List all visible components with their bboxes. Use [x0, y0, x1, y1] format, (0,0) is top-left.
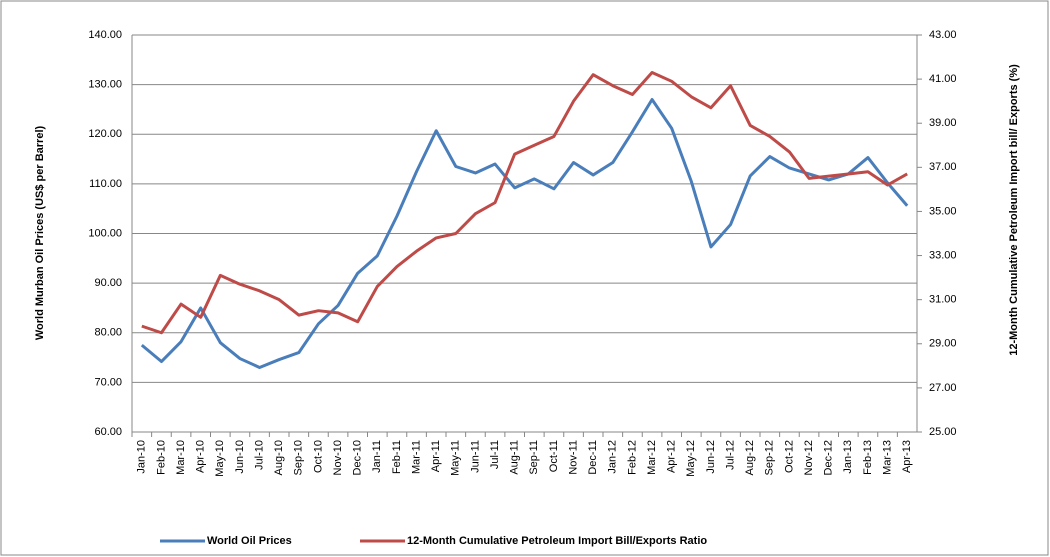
x-tick-label: Sep-11 [528, 440, 540, 475]
x-tick-label: Dec-10 [352, 440, 364, 475]
x-tick-label: Mar-12 [646, 440, 658, 475]
x-tick-label: Mar-13 [881, 440, 893, 475]
y2-tick-label: 35.00 [929, 205, 957, 217]
x-tick-label: Apr-12 [666, 440, 678, 473]
y-tick-label: 110.00 [89, 178, 122, 190]
x-tick-label: Mar-11 [410, 440, 422, 474]
x-tick-label: May-12 [685, 440, 697, 477]
y-tick-label: 90.00 [94, 277, 122, 289]
line-series [141, 70, 908, 335]
x-tick-label: Jan-13 [842, 440, 854, 474]
x-tick-label: Nov-10 [332, 440, 344, 475]
x-tick-label: Dec-11 [587, 440, 599, 475]
y-tick-label: 70.00 [94, 376, 122, 388]
x-tick-label: Jul-12 [724, 440, 736, 470]
legend-label: World Oil Prices [207, 535, 292, 547]
x-tick-label: Dec-12 [823, 440, 835, 475]
x-tick-label: Jun-12 [705, 440, 717, 474]
x-tick-label: Oct-12 [783, 440, 795, 473]
x-tick-label: Feb-11 [391, 440, 403, 474]
y-tick-label: 80.00 [94, 327, 122, 339]
y2-tick-label: 29.00 [929, 338, 957, 350]
x-tick-label: Apr-10 [195, 440, 207, 473]
x-tick-label: Jan-11 [371, 440, 383, 473]
x-tick-label: Jun-10 [234, 440, 246, 474]
y-tick-label: 140.00 [88, 29, 122, 41]
x-tick-label: Nov-11 [567, 440, 579, 475]
y2-tick-label: 39.00 [929, 117, 957, 129]
x-tick-label: Oct-11 [548, 440, 560, 472]
x-tick-label: Mar-10 [175, 440, 187, 475]
y2-tick-label: 37.00 [929, 161, 957, 173]
x-tick-label: Aug-11 [509, 440, 521, 475]
x-tick-label: Apr-13 [901, 440, 913, 473]
x-tick-label: May-11 [450, 440, 462, 476]
x-tick-label: Feb-12 [626, 440, 638, 475]
x-tick-label: Feb-10 [155, 440, 167, 475]
x-tick-label: Apr-11 [430, 440, 442, 472]
y-tick-label: 120.00 [88, 128, 122, 140]
y2-tick-label: 25.00 [929, 426, 957, 438]
legend-label: 12-Month Cumulative Petroleum Import Bil… [407, 535, 707, 547]
x-tick-label: Jan-12 [607, 440, 619, 474]
x-tick-label: Nov-12 [803, 440, 815, 475]
x-tick-label: Jul-10 [253, 440, 265, 470]
x-tick-label: Sep-10 [293, 440, 305, 475]
y2-tick-label: 43.00 [929, 29, 957, 41]
y-tick-label: 100.00 [88, 227, 122, 239]
y2-tick-label: 41.00 [929, 73, 957, 85]
x-tick-label: Jun-11 [469, 440, 481, 473]
y2-tick-label: 33.00 [929, 249, 957, 261]
y2-tick-label: 27.00 [929, 382, 957, 394]
x-tick-label: Sep-12 [764, 440, 776, 475]
x-tick-label: Aug-12 [744, 440, 756, 475]
x-tick-label: Jan-10 [136, 440, 148, 474]
y2-tick-label: 31.00 [929, 294, 957, 306]
y-tick-label: 60.00 [94, 426, 122, 438]
y2-axis-title: 12-Month Cumulative Petroleum Import bil… [1008, 64, 1020, 356]
y-tick-label: 130.00 [88, 79, 122, 91]
x-tick-label: Feb-13 [862, 440, 874, 475]
x-tick-label: Aug-10 [273, 440, 285, 475]
x-tick-label: May-10 [214, 440, 226, 477]
x-tick-label: Jul-11 [489, 440, 501, 469]
line-series [140, 98, 909, 369]
x-tick-label: Oct-10 [312, 440, 324, 473]
y-axis-title: World Murban Oil Prices (US$ per Barrel) [34, 125, 46, 340]
